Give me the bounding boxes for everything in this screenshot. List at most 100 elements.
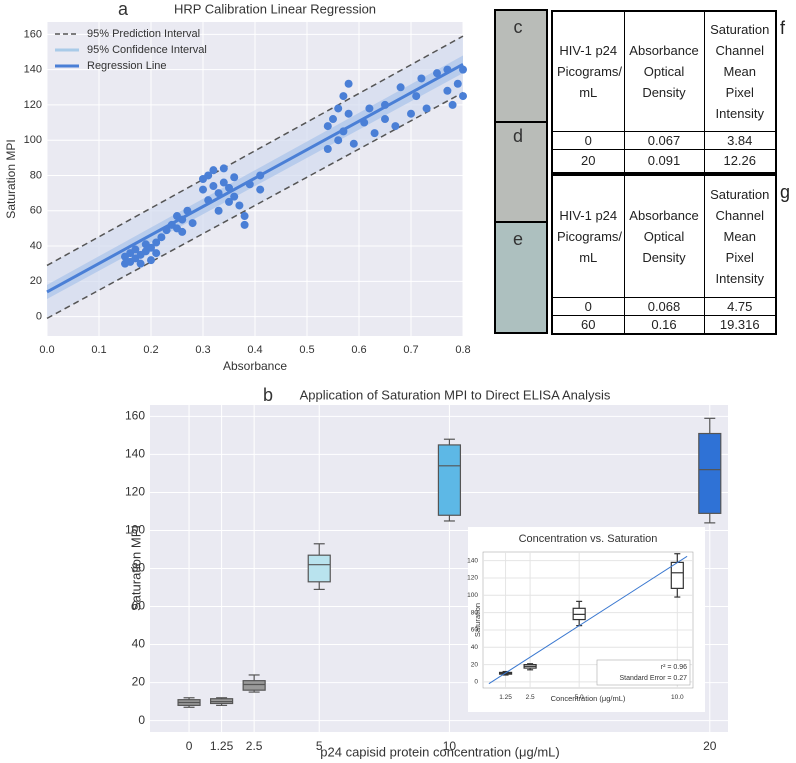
y-tick-label: 0 [138, 713, 145, 727]
data-point [152, 238, 161, 247]
table-cell: 0.068 [623, 296, 705, 316]
table-cell: 3.84 [703, 130, 777, 150]
table-cell: HIV-1 p24 Picograms/ mL [551, 10, 625, 132]
table-cell: 0 [551, 130, 625, 150]
x-axis-label: Concentration (μg/mL) [551, 694, 626, 703]
y-tick-label: 20 [471, 661, 479, 668]
photo-well [496, 222, 546, 332]
data-point [459, 65, 467, 74]
y-tick-label: 0 [36, 311, 42, 323]
table-cell: 0.067 [623, 130, 705, 150]
table-cell: 0.16 [623, 314, 705, 335]
x-tick-label: 20 [703, 739, 717, 753]
x-axis-label: p24 capisid protein concentration (μg/mL… [320, 744, 559, 759]
y-tick-label: 40 [30, 240, 42, 252]
data-point [256, 185, 265, 194]
data-point [443, 86, 452, 95]
x-tick-label: 0.5 [299, 344, 314, 356]
table-cell: 0 [551, 296, 625, 316]
data-point [188, 219, 197, 228]
data-point [209, 182, 218, 191]
data-point [407, 109, 415, 118]
box [437, 444, 462, 516]
panel-label: g [780, 182, 791, 202]
y-axis-label: Saturation MPI [4, 139, 18, 218]
data-point [214, 206, 223, 215]
data-point [214, 189, 223, 198]
x-tick-label: 5.0 [575, 694, 584, 701]
annotation: Standard Error = 0.27 [619, 675, 687, 682]
x-tick-label: 0.7 [403, 344, 418, 356]
x-tick-label: 1.25 [499, 694, 512, 701]
panel-label: e [513, 229, 523, 249]
panel-label: d [513, 126, 523, 146]
x-tick-label: 0.2 [143, 344, 158, 356]
data-point [178, 227, 187, 236]
data-point [230, 173, 239, 182]
interval-line [46, 35, 464, 267]
data-point [422, 104, 431, 113]
data-point [365, 104, 374, 113]
data-point [329, 115, 337, 124]
header-row: HIV-1 p24 Picograms/ mL Absorbance Optica… [551, 174, 777, 298]
data-point [381, 115, 389, 124]
header-row: HIV-1 p24 Picograms/ mL Absorbance Optica… [551, 10, 777, 132]
data-point [147, 256, 155, 265]
data-point [152, 249, 161, 258]
table-row: 60 0.16 19.316 [551, 314, 777, 335]
x-tick-label: 0.0 [39, 344, 54, 356]
data-point [199, 185, 207, 194]
data-point [391, 122, 400, 131]
table-cell: 20 [551, 148, 625, 174]
data-point [225, 197, 233, 206]
data-point [370, 129, 379, 138]
y-tick-label: 20 [132, 675, 146, 689]
table-cell: 60 [551, 314, 625, 335]
table-cell: HIV-1 p24 Picograms/ mL [551, 174, 625, 298]
chart-title: Application of Saturation MPI to Direct … [300, 387, 611, 402]
data-point [323, 145, 332, 154]
x-tick-label: 2.5 [526, 694, 535, 701]
y-tick-label: 140 [24, 64, 42, 76]
x-tick-label: 0.4 [247, 344, 262, 356]
data-point [323, 122, 332, 131]
data-point [334, 104, 343, 113]
annotation: r² = 0.96 [661, 664, 687, 671]
x-tick-label: 10 [443, 739, 457, 753]
data-point [339, 92, 348, 101]
legend-label: 95% Confidence Interval [87, 44, 207, 56]
x-tick-label: 0.8 [455, 344, 470, 356]
x-tick-label: 1.25 [210, 739, 234, 753]
data-point [240, 220, 249, 229]
data-point [433, 69, 441, 78]
box [242, 680, 266, 691]
table-cell: 19.316 [703, 314, 777, 335]
y-tick-label: 160 [125, 409, 145, 423]
table-cell: 4.75 [703, 296, 777, 316]
y-tick-label: 60 [132, 599, 146, 613]
y-tick-label: 60 [30, 205, 42, 217]
panel-label: f [780, 18, 786, 38]
y-tick-label: 40 [471, 644, 479, 651]
data-point [147, 243, 155, 252]
box [670, 561, 684, 589]
table-cell: Saturation Channel Mean Pixel Intensity [703, 174, 777, 298]
y-tick-label: 80 [132, 561, 146, 575]
x-tick-label: 5 [316, 739, 323, 753]
y-tick-label: 80 [30, 169, 42, 181]
data-point [204, 171, 213, 180]
fit-line [488, 555, 688, 685]
regression-line [46, 63, 464, 294]
chart-title: HRP Calibration Linear Regression [174, 1, 376, 16]
y-tick-label: 100 [467, 592, 478, 599]
x-tick-label: 0.3 [195, 344, 210, 356]
y-tick-label: 80 [471, 609, 479, 616]
y-tick-label: 100 [125, 523, 145, 537]
data-point [396, 83, 405, 92]
table-cell: 0.091 [623, 148, 705, 174]
y-tick-label: 60 [471, 627, 479, 634]
x-tick-label: 0.6 [351, 344, 366, 356]
data-point [136, 259, 145, 268]
data-point [412, 92, 421, 101]
